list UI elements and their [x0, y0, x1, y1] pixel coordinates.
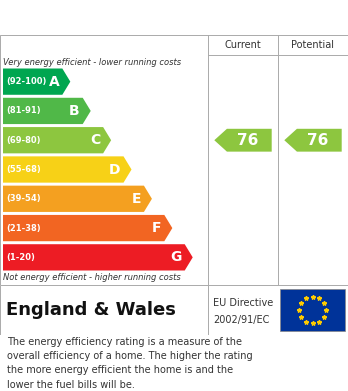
Text: Energy Efficiency Rating: Energy Efficiency Rating — [10, 10, 220, 25]
Text: EU Directive: EU Directive — [213, 298, 273, 307]
Text: (21-38): (21-38) — [6, 224, 41, 233]
Text: C: C — [90, 133, 100, 147]
Polygon shape — [3, 186, 152, 212]
Text: 76: 76 — [237, 133, 258, 148]
Text: (1-20): (1-20) — [6, 253, 35, 262]
Text: Current: Current — [224, 40, 261, 50]
Text: Potential: Potential — [292, 40, 334, 50]
Text: A: A — [49, 75, 59, 89]
Polygon shape — [3, 244, 193, 271]
Polygon shape — [3, 127, 111, 153]
Text: England & Wales: England & Wales — [6, 301, 176, 319]
Text: Not energy efficient - higher running costs: Not energy efficient - higher running co… — [3, 273, 181, 282]
Text: G: G — [170, 250, 182, 264]
Text: 2002/91/EC: 2002/91/EC — [213, 315, 269, 325]
Text: B: B — [69, 104, 80, 118]
Text: (39-54): (39-54) — [6, 194, 41, 203]
Polygon shape — [214, 129, 272, 152]
Text: The energy efficiency rating is a measure of the
overall efficiency of a home. T: The energy efficiency rating is a measur… — [7, 337, 253, 390]
FancyBboxPatch shape — [280, 289, 345, 331]
Text: (69-80): (69-80) — [6, 136, 40, 145]
Text: F: F — [152, 221, 161, 235]
Polygon shape — [3, 68, 70, 95]
Text: Very energy efficient - lower running costs: Very energy efficient - lower running co… — [3, 58, 181, 67]
Polygon shape — [3, 215, 172, 241]
Text: (81-91): (81-91) — [6, 106, 41, 115]
Text: (92-100): (92-100) — [6, 77, 46, 86]
Text: E: E — [132, 192, 141, 206]
Text: 76: 76 — [307, 133, 328, 148]
Text: (55-68): (55-68) — [6, 165, 41, 174]
Text: D: D — [109, 163, 120, 176]
Polygon shape — [284, 129, 342, 152]
Polygon shape — [3, 98, 91, 124]
Polygon shape — [3, 156, 132, 183]
